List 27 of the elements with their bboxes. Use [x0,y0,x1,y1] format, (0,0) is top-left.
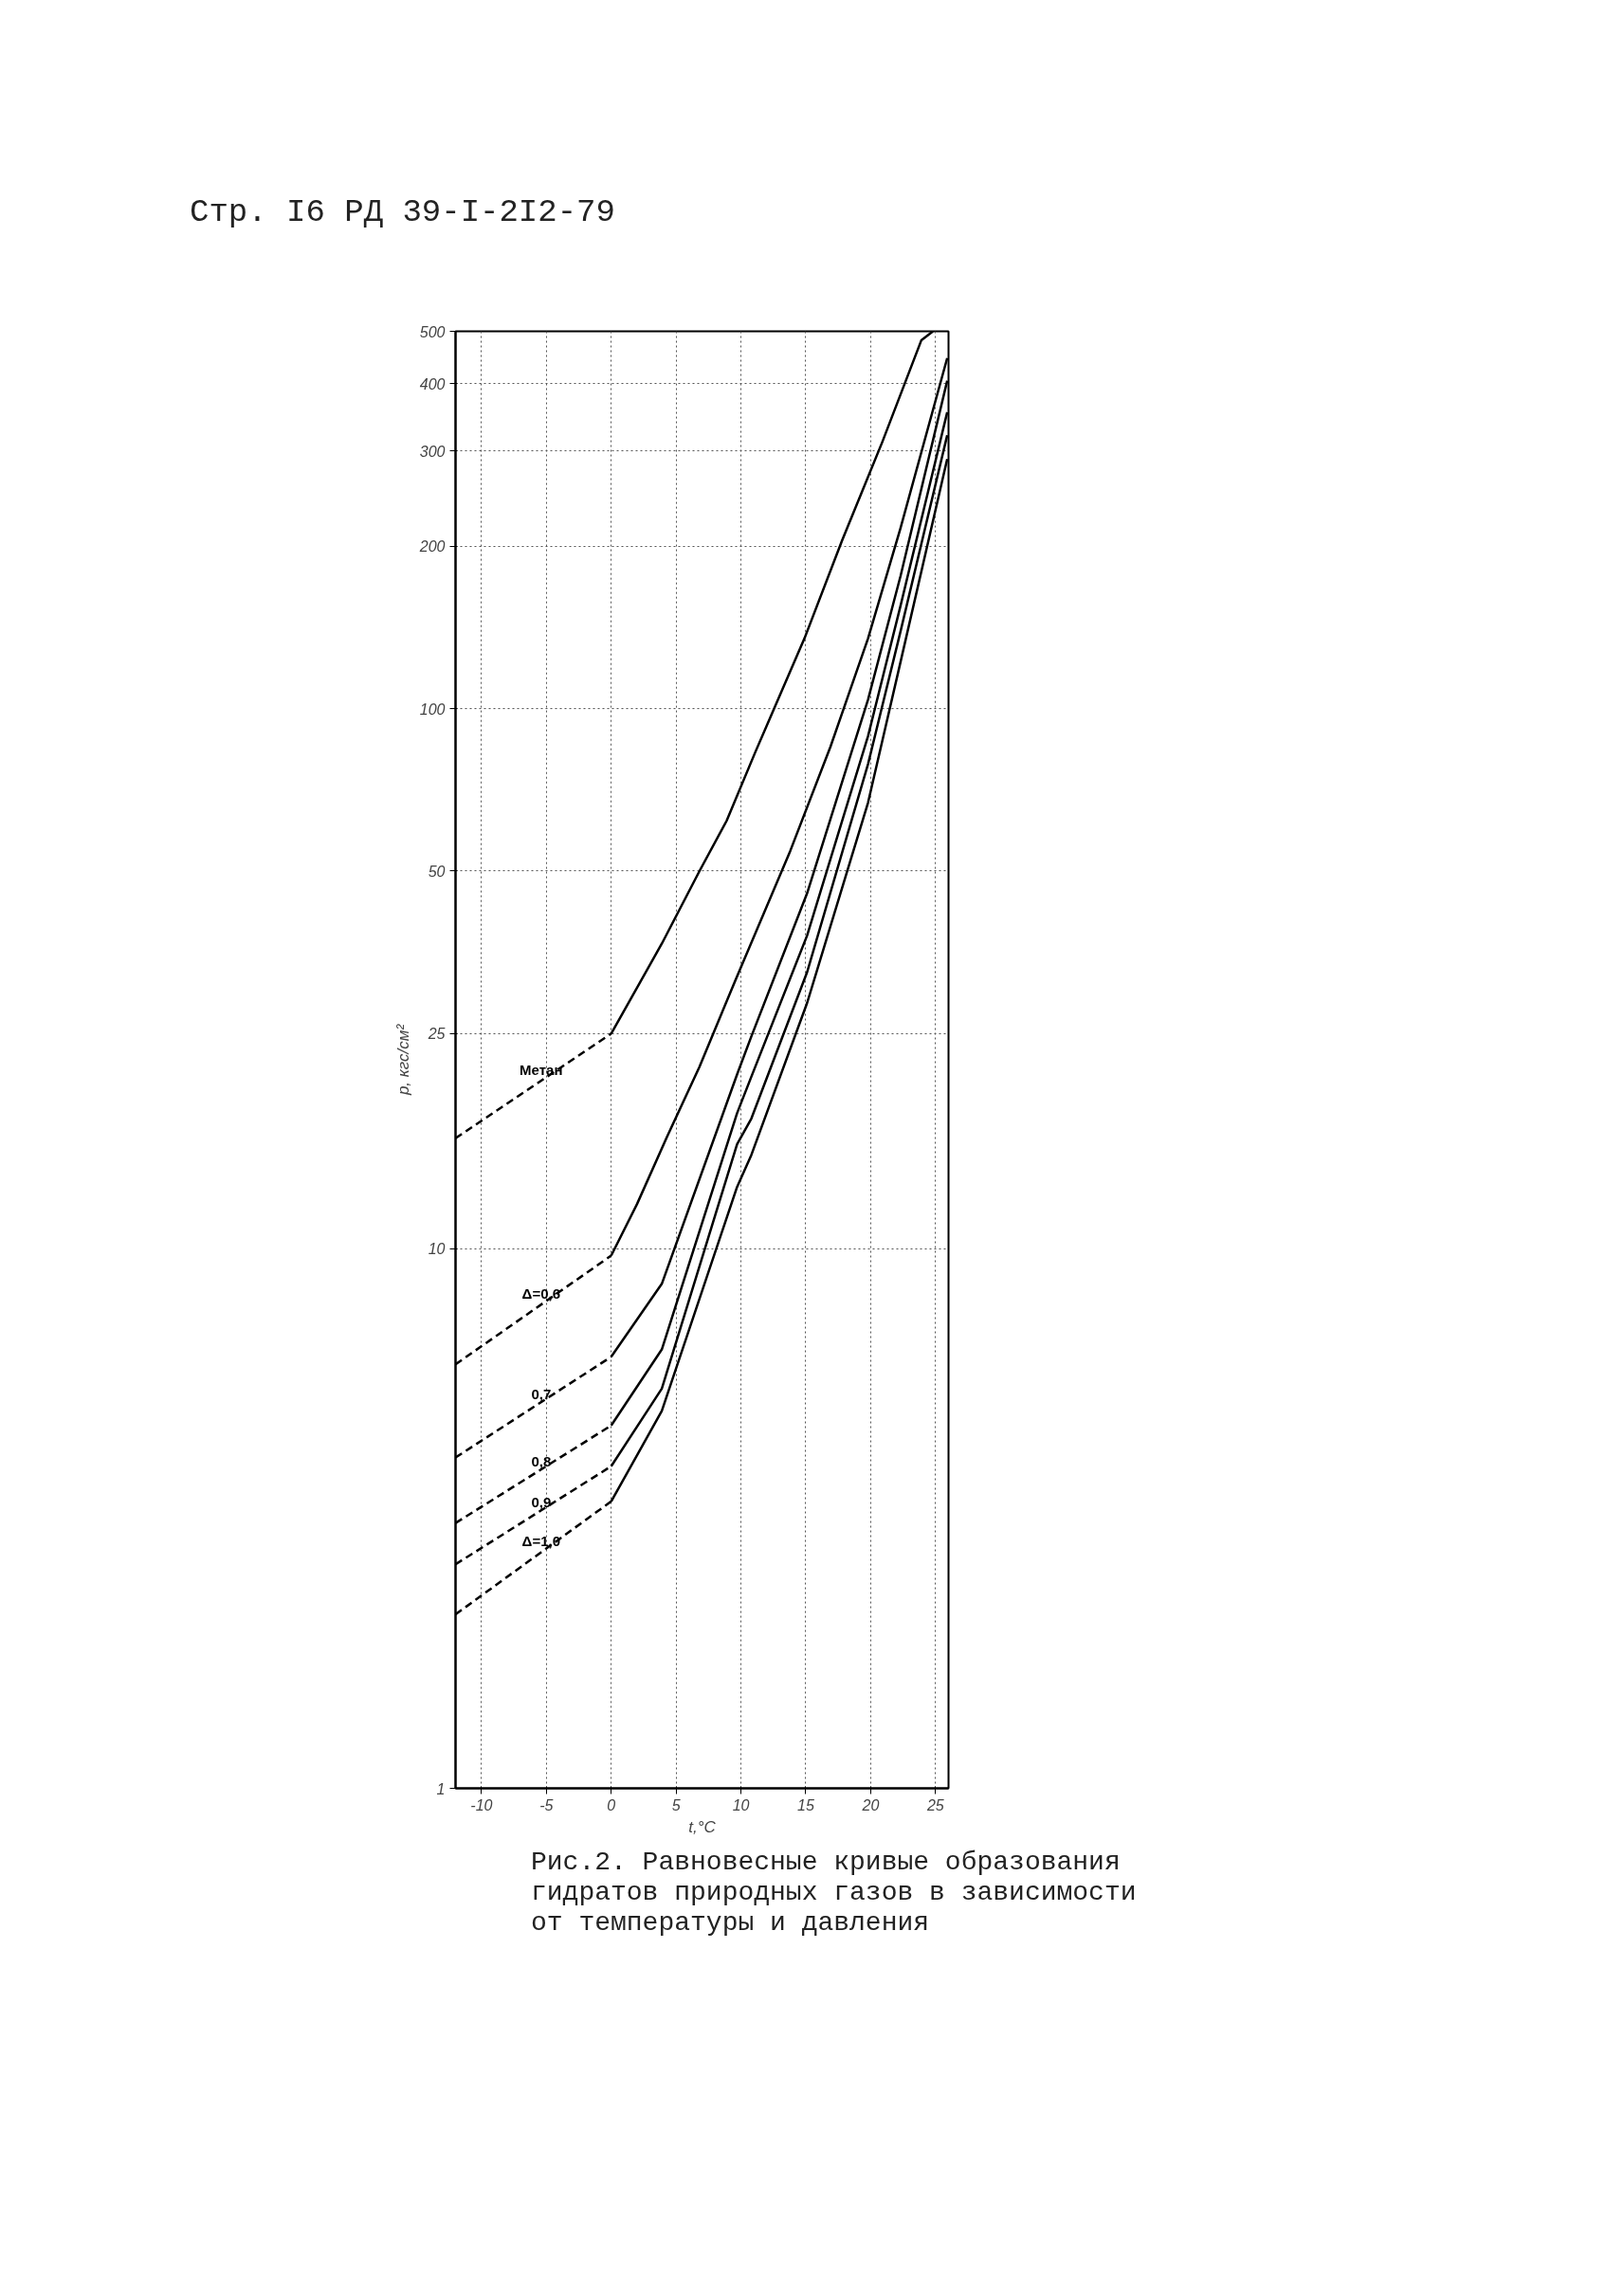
y-tick-label: 500 [419,323,446,340]
y-tick-label: 200 [418,537,446,555]
y-tick-label: 300 [419,443,446,460]
y-tick-label: 1 [436,1780,446,1797]
x-tick-label: 25 [925,1796,944,1813]
y-tick-label: 400 [419,375,446,392]
text: Стр. I6 РД 39-I-2I2-79 [190,193,615,232]
series-label: 0,8 [531,1452,552,1469]
series-label: 0,7 [531,1385,552,1402]
x-tick-label: 0 [607,1796,616,1813]
text: Рис.2. Равновесные кривые образования гидратов природных газов в зависимости от температуры и давления [531,1847,1138,1940]
x-tick-label: 20 [861,1796,880,1813]
x-tick-label: 15 [797,1796,814,1813]
y-tick-label: 100 [419,701,446,718]
x-axis-title: t,°C [688,1817,717,1836]
x-tick-label: 5 [671,1796,681,1813]
series-label: Δ=0,6 [521,1284,561,1302]
x-tick-label: -5 [539,1796,554,1813]
y-axis-title: p, кгс/см² [393,1023,412,1096]
series-label: Δ=1,0 [521,1533,561,1550]
y-tick-label: 50 [428,863,446,880]
series-label: 0,9 [531,1493,552,1510]
y-tick-label: 25 [427,1025,446,1042]
x-tick-label: -10 [470,1796,493,1813]
y-tick-label: 10 [428,1240,446,1257]
series-label: Метан [520,1061,563,1078]
x-tick-label: 10 [732,1796,750,1813]
